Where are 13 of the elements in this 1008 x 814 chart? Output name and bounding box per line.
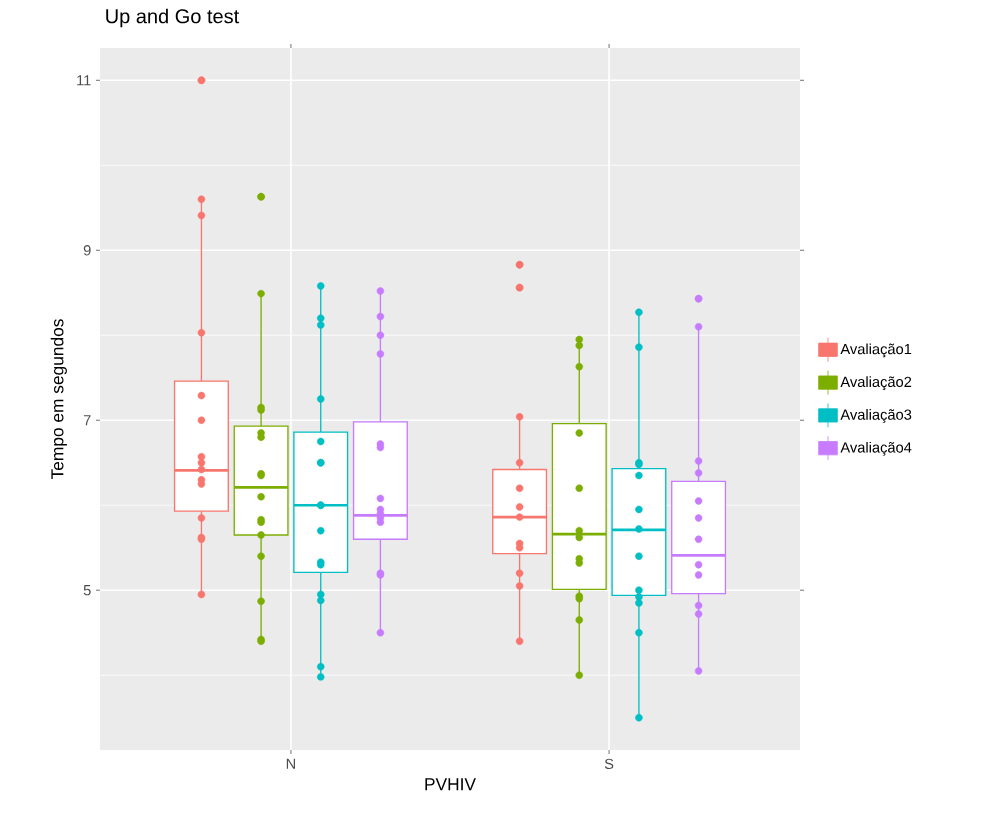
x-tick-label: S <box>604 758 614 770</box>
chart-title: Up and Go test <box>106 8 240 28</box>
y-tick-label: 9 <box>83 245 91 256</box>
x-tick-label: N <box>286 758 296 769</box>
legend-label: Avaliação4 <box>840 441 912 456</box>
legend-label: Avaliação2 <box>840 376 912 391</box>
y-tick-label: 5 <box>83 585 91 596</box>
y-tick-label: 11 <box>77 75 91 86</box>
y-tick-label: 7 <box>83 415 91 426</box>
legend-label: Avaliação1 <box>840 343 912 358</box>
legend-label: Avaliação3 <box>840 409 912 423</box>
x-axis-title: PVHIV <box>425 778 476 791</box>
y-axis-title: Tempo em segundos <box>50 319 67 480</box>
